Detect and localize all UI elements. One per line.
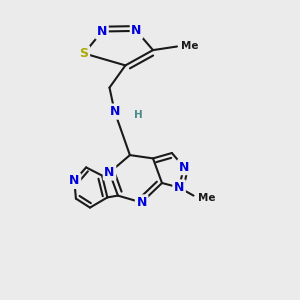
Text: N: N xyxy=(110,105,120,118)
Text: N: N xyxy=(104,166,115,179)
Text: N: N xyxy=(136,196,147,209)
Text: N: N xyxy=(69,174,80,188)
Text: H: H xyxy=(134,110,142,120)
Text: S: S xyxy=(80,47,88,60)
Text: Me: Me xyxy=(198,193,215,203)
Text: N: N xyxy=(97,25,107,38)
Text: N: N xyxy=(174,181,184,194)
Text: Me: Me xyxy=(181,40,198,51)
Text: N: N xyxy=(179,160,189,174)
Text: N: N xyxy=(131,24,142,38)
